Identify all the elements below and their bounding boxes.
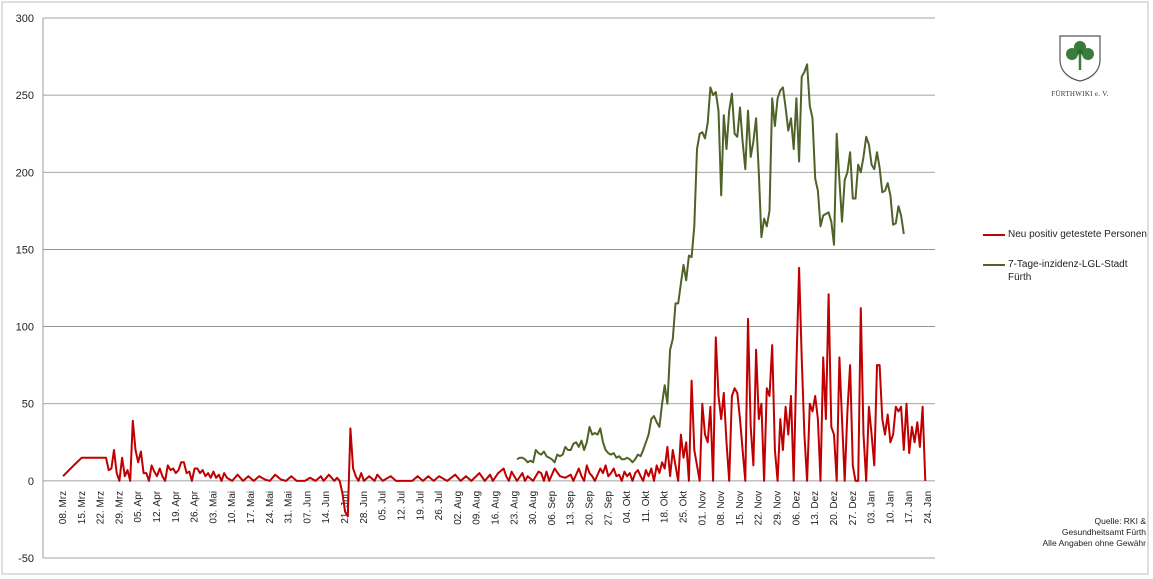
x-tick-label: 28. Jun bbox=[359, 491, 370, 524]
x-tick-label: 08. Mrz bbox=[58, 491, 69, 524]
legend-label-incidence: 7-Tage-inzidenz-LGL-Stadt Fürth bbox=[1008, 259, 1128, 283]
x-tick-label: 12. Jul bbox=[396, 491, 407, 520]
cloverleaf-coat-of-arms-icon bbox=[1059, 35, 1101, 82]
x-tick-label: 15. Mrz bbox=[77, 491, 88, 524]
legend: Neu positiv getestete Personen 7-Tage-in… bbox=[983, 228, 1148, 301]
legend-item-new-cases: Neu positiv getestete Personen bbox=[983, 228, 1148, 241]
series-line-new-cases bbox=[62, 266, 927, 518]
y-tick-label: 150 bbox=[16, 244, 34, 256]
x-tick-label: 05. Apr bbox=[133, 490, 144, 522]
y-axis-tick-labels: -50 0 50 100 150 200 250 300 bbox=[16, 13, 34, 565]
x-tick-label: 23. Aug bbox=[509, 491, 520, 525]
y-tick-label: -50 bbox=[18, 553, 34, 565]
x-tick-label: 14. Jun bbox=[321, 491, 332, 524]
x-tick-label: 27. Dez bbox=[848, 491, 859, 525]
x-tick-label: 19. Jul bbox=[415, 491, 426, 520]
x-tick-label: 27. Sep bbox=[603, 490, 614, 525]
x-tick-label: 13. Dez bbox=[810, 491, 821, 525]
x-tick-label: 11. Okt bbox=[641, 491, 652, 523]
x-tick-label: 12. Apr bbox=[152, 490, 163, 522]
x-tick-label: 24. Mai bbox=[265, 491, 276, 524]
y-tick-label: 50 bbox=[22, 399, 34, 411]
y-tick-label: 100 bbox=[16, 322, 34, 334]
logo-caption: FÜRTHWIKI e. V. bbox=[1051, 90, 1109, 98]
x-tick-label: 06. Dez bbox=[791, 491, 802, 525]
source-line-1: Quelle: RKI & bbox=[1094, 516, 1147, 526]
x-tick-label: 19. Apr bbox=[171, 490, 182, 522]
y-tick-label: 300 bbox=[16, 13, 34, 25]
x-tick-label: 17. Jan bbox=[904, 491, 915, 524]
x-tick-label: 10. Jan bbox=[885, 491, 896, 524]
x-tick-label: 30. Aug bbox=[528, 491, 539, 525]
x-tick-label: 15. Nov bbox=[735, 491, 746, 525]
series-line-incidence bbox=[516, 63, 905, 464]
x-tick-label: 21. Jun bbox=[340, 491, 351, 524]
x-tick-label: 22. Mrz bbox=[96, 491, 107, 524]
x-tick-label: 06. Sep bbox=[547, 490, 558, 525]
x-tick-label: 26. Apr bbox=[190, 490, 201, 522]
source-line-3: Alle Angaben ohne Gewähr bbox=[1042, 538, 1147, 548]
x-tick-label: 13. Sep bbox=[566, 490, 577, 525]
x-tick-label: 04. Okt bbox=[622, 491, 633, 523]
x-tick-label: 03. Mai bbox=[208, 491, 219, 524]
x-tick-label: 07. Jun bbox=[302, 491, 313, 524]
x-tick-label: 22. Nov bbox=[754, 491, 765, 525]
x-tick-label: 29. Mrz bbox=[114, 491, 125, 524]
x-tick-label: 31. Mai bbox=[284, 491, 295, 524]
x-axis-tick-labels: 08. Mrz 15. Mrz 22. Mrz 29. Mrz 05. Apr 12. A… bbox=[58, 490, 934, 525]
x-tick-label: 26. Jul bbox=[434, 491, 445, 520]
series-layer bbox=[62, 63, 927, 518]
logo: FÜRTHWIKI e. V. bbox=[1040, 34, 1120, 98]
source-note: Quelle: RKI & Gesundheitsamt Fürth Alle … bbox=[1043, 516, 1147, 549]
x-tick-label: 08. Nov bbox=[716, 491, 727, 525]
x-tick-label: 16. Aug bbox=[491, 491, 502, 525]
y-tick-label: 0 bbox=[28, 476, 34, 488]
x-tick-label: 09. Aug bbox=[472, 491, 483, 525]
legend-item-incidence: 7-Tage-inzidenz-LGL-Stadt Fürth bbox=[983, 258, 1148, 284]
x-tick-label: 02. Aug bbox=[453, 491, 464, 525]
legend-swatch-green bbox=[983, 264, 1005, 266]
x-tick-label: 03. Jan bbox=[867, 491, 878, 524]
x-tick-label: 20. Sep bbox=[585, 490, 596, 525]
x-tick-label: 01. Nov bbox=[697, 491, 708, 525]
x-tick-label: 05. Jul bbox=[378, 491, 389, 520]
legend-swatch-red bbox=[983, 234, 1005, 236]
y-tick-label: 200 bbox=[16, 167, 34, 179]
x-tick-label: 18. Okt bbox=[660, 491, 671, 523]
x-tick-label: 20. Dez bbox=[829, 491, 840, 525]
x-tick-label: 10. Mai bbox=[227, 491, 238, 524]
x-tick-label: 29. Nov bbox=[773, 491, 784, 525]
x-tick-label: 25. Okt bbox=[679, 491, 690, 523]
x-tick-label: 24. Jan bbox=[923, 491, 934, 524]
source-line-2: Gesundheitsamt Fürth bbox=[1061, 527, 1146, 537]
legend-label-new-cases: Neu positiv getestete Personen bbox=[1008, 229, 1147, 240]
x-tick-label: 17. Mai bbox=[246, 491, 257, 524]
y-tick-label: 250 bbox=[16, 90, 34, 102]
